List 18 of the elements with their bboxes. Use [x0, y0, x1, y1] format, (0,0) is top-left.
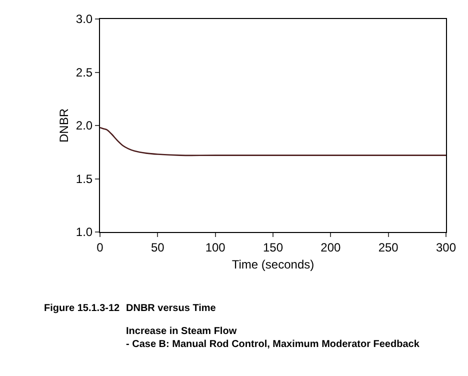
x-tick-label: 300 [436, 240, 456, 254]
y-tick-label: 1.5 [76, 172, 93, 186]
x-axis-title: Time (seconds) [232, 257, 314, 272]
text: Increase in Steam Flow - Case B: Manual Rod Control, Maximum Moderator Feedback [126, 326, 420, 350]
y-tick-label: 2.5 [76, 65, 93, 80]
x-tick-label: 0 [96, 240, 104, 254]
x-tick-label: 150 [262, 240, 284, 254]
caption: Figure 15.1.3-12 [44, 303, 120, 314]
y-tick-label: 2.0 [76, 118, 93, 133]
y-tick-label: 1.0 [76, 225, 93, 240]
x-tick-label: 250 [378, 240, 399, 254]
y-axis-title: DNBR [57, 108, 72, 143]
x-tick-label: 50 [150, 240, 165, 254]
y-tick-label: 3.0 [76, 12, 93, 26]
x-tick-label: 100 [205, 240, 226, 254]
x-tick-label: 200 [320, 240, 341, 254]
text: DNBR versus Time [126, 303, 216, 314]
line-series [100, 126, 446, 156]
